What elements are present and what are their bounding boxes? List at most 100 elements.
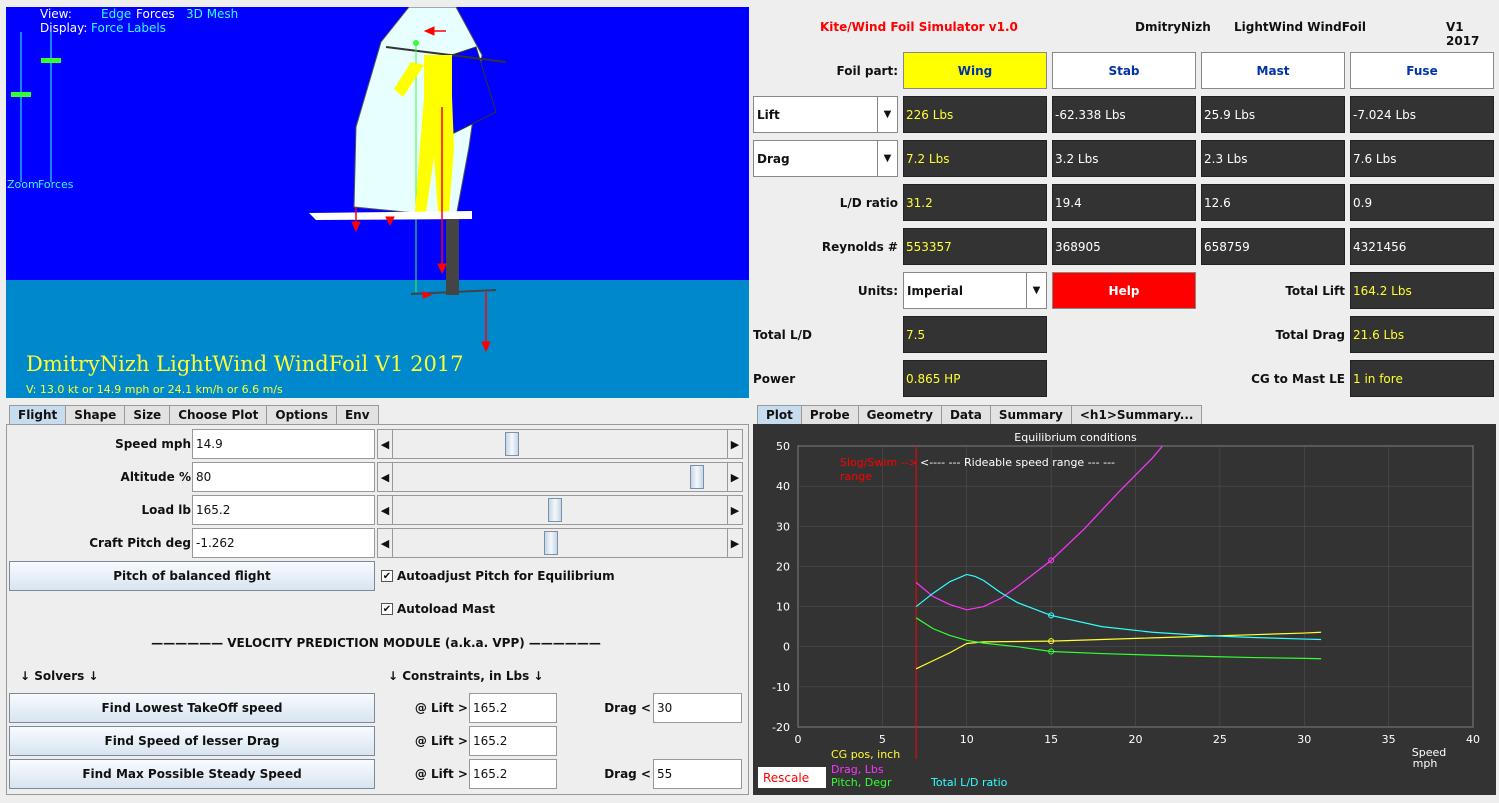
altitude-label: Altitude % — [120, 470, 191, 484]
tab-summary[interactable]: Summary — [989, 405, 1072, 424]
x-axis-label: Speed — [1412, 746, 1446, 759]
fuse-ld: 0.9 — [1350, 184, 1494, 221]
series-marker — [1048, 557, 1055, 564]
vpp-title: —————— VELOCITY PREDICTION MODULE (a.k.a… — [151, 636, 601, 650]
chevron-down-icon[interactable]: ▼ — [877, 141, 897, 176]
foil-part-label: Foil part: — [836, 63, 899, 78]
arrow-left-icon[interactable]: ◀ — [380, 437, 390, 451]
tab-options[interactable]: Options — [266, 405, 337, 424]
y-tick-label: 0 — [783, 641, 790, 654]
autoload-label: Autoload Mast — [397, 602, 495, 616]
load-slider-thumb[interactable] — [547, 498, 562, 522]
stab-button[interactable]: Stab — [1052, 52, 1196, 89]
arrow-left-icon[interactable]: ◀ — [380, 536, 390, 550]
tab-geometry[interactable]: Geometry — [857, 405, 942, 424]
load-input[interactable]: 165.2 — [192, 495, 375, 525]
view-forces-button[interactable]: Forces — [136, 7, 175, 21]
tab-flight[interactable]: Flight — [9, 405, 67, 424]
reynolds-label: Reynolds # — [821, 239, 898, 254]
rideable-annotation: <---- --- Rideable speed range --- --- — [920, 456, 1115, 469]
autoload-checkbox[interactable]: ✔ Autoload Mast — [381, 602, 495, 616]
chevron-down-icon[interactable]: ▼ — [1026, 273, 1046, 308]
arrow-right-icon[interactable]: ▶ — [730, 470, 740, 484]
display-force-labels-button[interactable]: Force Labels — [91, 21, 166, 35]
series-marker — [1048, 648, 1055, 655]
stab-ld: 19.4 — [1052, 184, 1196, 221]
drag-select[interactable]: Drag ▼ — [753, 140, 898, 177]
arrow-left-icon[interactable]: ◀ — [380, 503, 390, 517]
lift-select-value: Lift — [757, 107, 780, 122]
equilibrium-chart: 50 40 30 20 10 0 -10 -20 0 5 10 15 20 25 30 35 40 Equilib… — [772, 431, 1480, 789]
find-lowest-takeoff-button[interactable]: Find Lowest TakeOff speed — [9, 693, 375, 723]
tab-size[interactable]: Size — [124, 405, 171, 424]
series-marker — [1048, 612, 1055, 619]
altitude-slider-thumb[interactable] — [690, 465, 705, 489]
drag-select-value: Drag — [757, 151, 790, 166]
help-button[interactable]: Help — [1052, 272, 1196, 309]
units-select[interactable]: Imperial ▼ — [903, 272, 1047, 309]
forces-slider-thumb — [41, 58, 61, 63]
tab-probe[interactable]: Probe — [800, 405, 859, 424]
autoadjust-checkbox[interactable]: ✔ Autoadjust Pitch for Equilibrium — [381, 569, 615, 583]
drag-constraint-input[interactable]: 30 — [653, 693, 742, 723]
arrow-left-icon[interactable]: ◀ — [380, 470, 390, 484]
balanced-flight-button[interactable]: Pitch of balanced flight — [9, 561, 375, 591]
chevron-down-icon[interactable]: ▼ — [877, 97, 897, 132]
author-label: DmitryNizh — [1135, 20, 1211, 34]
app-title: Kite/Wind Foil Simulator v1.0 — [820, 20, 1018, 34]
altitude-input[interactable]: 80 — [192, 462, 375, 492]
altitude-slider[interactable]: ◀ ▶ — [377, 462, 743, 492]
arrow-right-icon[interactable]: ▶ — [730, 503, 740, 517]
tab-plot[interactable]: Plot — [757, 405, 802, 424]
arrow-right-icon[interactable]: ▶ — [730, 437, 740, 451]
wing-ld: 31.2 — [903, 184, 1047, 221]
x-tick-label: 5 — [879, 733, 886, 746]
lift-constraint-input[interactable]: 165.2 — [469, 759, 557, 789]
view-edge-button[interactable]: Edge — [101, 7, 132, 21]
wing-drag: 7.2 Lbs — [903, 140, 1047, 177]
pitch-slider[interactable]: ◀ ▶ — [377, 528, 743, 558]
lift-select[interactable]: Lift ▼ — [753, 96, 898, 133]
wing-reynolds: 553357 — [903, 228, 1047, 265]
speed-input[interactable]: 14.9 — [192, 429, 375, 459]
tab-data[interactable]: Data — [940, 405, 991, 424]
series-line-1 — [915, 446, 1164, 611]
pitch-input[interactable]: -1.262 — [192, 528, 375, 558]
legend-entry: Drag, Lbs — [831, 763, 884, 776]
legend-entry: CG pos, inch — [831, 748, 900, 761]
tab-shape[interactable]: Shape — [65, 405, 126, 424]
cg-label: CG to Mast LE — [1251, 371, 1345, 386]
speed-slider-thumb[interactable] — [505, 432, 520, 456]
tab-summary-html[interactable]: <h1>Summary... — [1070, 405, 1203, 424]
load-slider[interactable]: ◀ ▶ — [377, 495, 743, 525]
speed-slider[interactable]: ◀ ▶ — [377, 429, 743, 459]
scene-view[interactable]: View: Edge Forces 3D Mesh Display: Force… — [6, 7, 749, 398]
find-max-speed-button[interactable]: Find Max Possible Steady Speed — [9, 759, 375, 789]
tab-env[interactable]: Env — [335, 405, 379, 424]
view-3dmesh-button[interactable]: 3D Mesh — [186, 7, 239, 21]
stab-drag: 3.2 Lbs — [1052, 140, 1196, 177]
tab-choose-plot[interactable]: Choose Plot — [169, 405, 268, 424]
chart-title: Equilibrium conditions — [1014, 431, 1137, 444]
load-label: Load lb — [141, 503, 191, 517]
wing-button[interactable]: Wing — [903, 52, 1047, 89]
y-tick-label: -20 — [772, 721, 790, 734]
scene-title: DmitryNizh LightWind WindFoil V1 2017 — [26, 352, 464, 376]
ld-ratio-label: L/D ratio — [839, 195, 898, 210]
zoom-slider-thumb — [11, 92, 31, 97]
check-icon: ✔ — [381, 603, 393, 615]
rescale-button[interactable]: Rescale — [758, 767, 826, 788]
zoom-label: Zoom — [7, 178, 39, 191]
drag-constraint-label: Drag < — [604, 767, 651, 781]
display-label: Display: — [40, 21, 88, 35]
lift-constraint-input[interactable]: 165.2 — [469, 726, 557, 756]
power-value: 0.865 HP — [903, 360, 1047, 397]
fuse-button[interactable]: Fuse — [1350, 52, 1494, 89]
drag-constraint-input[interactable]: 55 — [653, 759, 742, 789]
arrow-right-icon[interactable]: ▶ — [730, 536, 740, 550]
mast-button[interactable]: Mast — [1201, 52, 1345, 89]
pitch-slider-thumb[interactable] — [544, 531, 559, 555]
lift-constraint-input[interactable]: 165.2 — [469, 693, 557, 723]
find-lesser-drag-button[interactable]: Find Speed of lesser Drag — [9, 726, 375, 756]
total-drag-value: 21.6 Lbs — [1350, 316, 1494, 353]
